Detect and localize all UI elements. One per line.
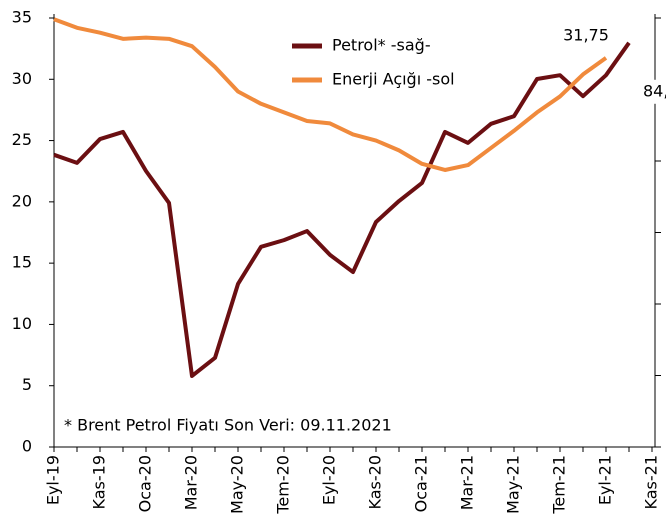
x-tick-label: Tem-21: [550, 455, 569, 515]
x-tick-label: Oca-21: [412, 455, 431, 512]
annotation: * Brent Petrol Fiyatı Son Veri: 09.11.20…: [64, 416, 392, 435]
x-tick-label: May-21: [504, 455, 523, 514]
value-label: 31,75: [563, 25, 609, 44]
x-tick-label: Mar-21: [458, 455, 477, 510]
x-tick-label: Kas-19: [90, 455, 109, 509]
y-tick-label: 25: [12, 130, 32, 149]
y-tick-label: 0: [22, 437, 32, 456]
y-tick-label: 20: [12, 191, 32, 210]
x-tick-label: Eyl-19: [44, 455, 63, 505]
y-tick-label: 5: [22, 375, 32, 394]
value-label-box: [641, 79, 666, 104]
x-tick-label: Eyl-21: [596, 455, 615, 505]
series-line: [53, 41, 631, 378]
legend-label: Petrol* -sağ-: [332, 36, 431, 55]
x-tick-label: Mar-20: [182, 455, 201, 510]
y-tick-label: 15: [12, 253, 32, 272]
y-tick-label: 35: [12, 8, 32, 27]
x-tick-label: Kas-21: [642, 455, 661, 509]
y-tick-label: 30: [12, 69, 32, 88]
legend-label: Enerji Açığı -sol: [332, 70, 455, 89]
x-tick-label: Eyl-20: [320, 455, 339, 505]
value-label: 84,8: [643, 81, 666, 100]
annotation-box: [60, 408, 458, 442]
y-tick-label: 10: [12, 314, 32, 333]
x-tick-label: Oca-20: [136, 455, 155, 512]
series-line: [53, 17, 608, 172]
x-tick-label: Kas-20: [366, 455, 385, 509]
x-tick-label: Tem-20: [274, 455, 293, 515]
x-tick-label: May-20: [228, 455, 247, 514]
